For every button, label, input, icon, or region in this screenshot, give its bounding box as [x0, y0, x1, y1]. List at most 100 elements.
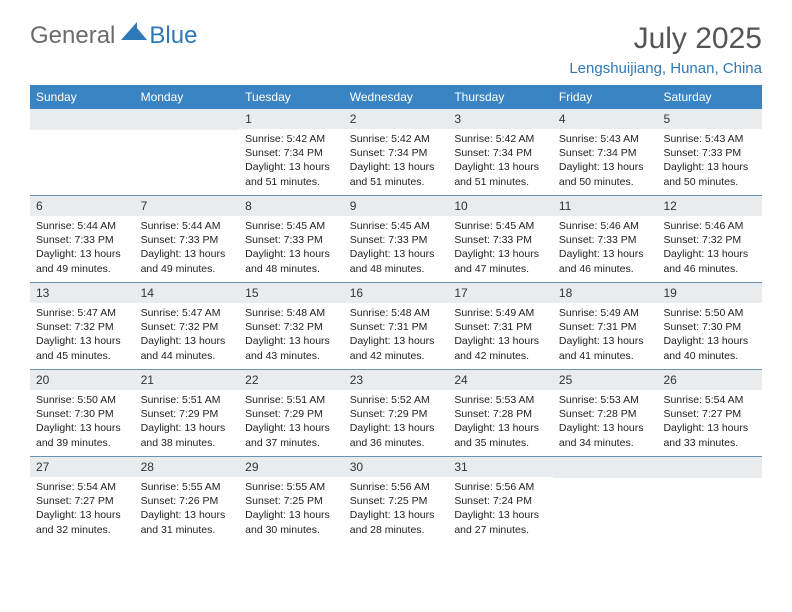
- day-details: Sunrise: 5:56 AMSunset: 7:24 PMDaylight:…: [448, 477, 553, 541]
- day-details: [657, 478, 762, 538]
- day-cell: 5Sunrise: 5:43 AMSunset: 7:33 PMDaylight…: [657, 109, 762, 195]
- day-cell: 11Sunrise: 5:46 AMSunset: 7:33 PMDayligh…: [553, 196, 658, 282]
- day-details: Sunrise: 5:48 AMSunset: 7:32 PMDaylight:…: [239, 303, 344, 367]
- day-details: Sunrise: 5:51 AMSunset: 7:29 PMDaylight:…: [239, 390, 344, 454]
- day-details: Sunrise: 5:53 AMSunset: 7:28 PMDaylight:…: [553, 390, 658, 454]
- day-details: Sunrise: 5:49 AMSunset: 7:31 PMDaylight:…: [553, 303, 658, 367]
- day-number: 21: [135, 370, 240, 390]
- page-title: July 2025: [569, 22, 762, 56]
- day-details: Sunrise: 5:55 AMSunset: 7:25 PMDaylight:…: [239, 477, 344, 541]
- day-details: Sunrise: 5:42 AMSunset: 7:34 PMDaylight:…: [448, 129, 553, 193]
- location-subtitle: Lengshuijiang, Hunan, China: [569, 60, 762, 77]
- logo-text-blue: Blue: [149, 22, 197, 50]
- logo-text-general: General: [30, 22, 115, 50]
- day-details: Sunrise: 5:42 AMSunset: 7:34 PMDaylight:…: [344, 129, 449, 193]
- day-cell: 17Sunrise: 5:49 AMSunset: 7:31 PMDayligh…: [448, 283, 553, 369]
- day-details: Sunrise: 5:50 AMSunset: 7:30 PMDaylight:…: [30, 390, 135, 454]
- day-details: Sunrise: 5:52 AMSunset: 7:29 PMDaylight:…: [344, 390, 449, 454]
- day-number: 15: [239, 283, 344, 303]
- day-number: 16: [344, 283, 449, 303]
- day-cell-empty: [30, 109, 135, 195]
- day-number: [30, 109, 135, 130]
- day-cell-empty: [657, 457, 762, 543]
- day-cell: 25Sunrise: 5:53 AMSunset: 7:28 PMDayligh…: [553, 370, 658, 456]
- weekday-header: Tuesday: [239, 85, 344, 109]
- day-cell: 1Sunrise: 5:42 AMSunset: 7:34 PMDaylight…: [239, 109, 344, 195]
- day-number: 18: [553, 283, 658, 303]
- day-cell: 22Sunrise: 5:51 AMSunset: 7:29 PMDayligh…: [239, 370, 344, 456]
- day-details: Sunrise: 5:45 AMSunset: 7:33 PMDaylight:…: [239, 216, 344, 280]
- day-details: Sunrise: 5:46 AMSunset: 7:32 PMDaylight:…: [657, 216, 762, 280]
- weekday-header: Saturday: [657, 85, 762, 109]
- day-number: [135, 109, 240, 130]
- day-cell: 26Sunrise: 5:54 AMSunset: 7:27 PMDayligh…: [657, 370, 762, 456]
- day-number: 11: [553, 196, 658, 216]
- day-number: 7: [135, 196, 240, 216]
- week-row: 13Sunrise: 5:47 AMSunset: 7:32 PMDayligh…: [30, 282, 762, 369]
- day-cell: 24Sunrise: 5:53 AMSunset: 7:28 PMDayligh…: [448, 370, 553, 456]
- day-cell: 18Sunrise: 5:49 AMSunset: 7:31 PMDayligh…: [553, 283, 658, 369]
- day-number: 26: [657, 370, 762, 390]
- day-details: Sunrise: 5:47 AMSunset: 7:32 PMDaylight:…: [30, 303, 135, 367]
- day-cell: 7Sunrise: 5:44 AMSunset: 7:33 PMDaylight…: [135, 196, 240, 282]
- week-row: 6Sunrise: 5:44 AMSunset: 7:33 PMDaylight…: [30, 195, 762, 282]
- week-row: 1Sunrise: 5:42 AMSunset: 7:34 PMDaylight…: [30, 109, 762, 195]
- day-cell: 6Sunrise: 5:44 AMSunset: 7:33 PMDaylight…: [30, 196, 135, 282]
- day-cell: 31Sunrise: 5:56 AMSunset: 7:24 PMDayligh…: [448, 457, 553, 543]
- day-number: 10: [448, 196, 553, 216]
- day-details: Sunrise: 5:46 AMSunset: 7:33 PMDaylight:…: [553, 216, 658, 280]
- day-number: 13: [30, 283, 135, 303]
- day-number: 29: [239, 457, 344, 477]
- weeks-container: 1Sunrise: 5:42 AMSunset: 7:34 PMDaylight…: [30, 109, 762, 543]
- day-number: 24: [448, 370, 553, 390]
- day-details: Sunrise: 5:44 AMSunset: 7:33 PMDaylight:…: [30, 216, 135, 280]
- day-number: 17: [448, 283, 553, 303]
- day-cell: 12Sunrise: 5:46 AMSunset: 7:32 PMDayligh…: [657, 196, 762, 282]
- day-cell: 27Sunrise: 5:54 AMSunset: 7:27 PMDayligh…: [30, 457, 135, 543]
- day-cell: 10Sunrise: 5:45 AMSunset: 7:33 PMDayligh…: [448, 196, 553, 282]
- logo-triangle-icon: [121, 22, 147, 45]
- day-cell: 2Sunrise: 5:42 AMSunset: 7:34 PMDaylight…: [344, 109, 449, 195]
- day-cell: 28Sunrise: 5:55 AMSunset: 7:26 PMDayligh…: [135, 457, 240, 543]
- day-number: 14: [135, 283, 240, 303]
- week-row: 27Sunrise: 5:54 AMSunset: 7:27 PMDayligh…: [30, 456, 762, 543]
- day-number: 20: [30, 370, 135, 390]
- day-number: 19: [657, 283, 762, 303]
- day-cell: 14Sunrise: 5:47 AMSunset: 7:32 PMDayligh…: [135, 283, 240, 369]
- day-cell: 9Sunrise: 5:45 AMSunset: 7:33 PMDaylight…: [344, 196, 449, 282]
- day-number: 1: [239, 109, 344, 129]
- day-cell: 3Sunrise: 5:42 AMSunset: 7:34 PMDaylight…: [448, 109, 553, 195]
- day-number: 23: [344, 370, 449, 390]
- day-number: 2: [344, 109, 449, 129]
- day-number: 6: [30, 196, 135, 216]
- weekday-header: Sunday: [30, 85, 135, 109]
- weekday-header-row: SundayMondayTuesdayWednesdayThursdayFrid…: [30, 85, 762, 109]
- day-details: Sunrise: 5:55 AMSunset: 7:26 PMDaylight:…: [135, 477, 240, 541]
- day-number: 4: [553, 109, 658, 129]
- week-row: 20Sunrise: 5:50 AMSunset: 7:30 PMDayligh…: [30, 369, 762, 456]
- day-cell: 20Sunrise: 5:50 AMSunset: 7:30 PMDayligh…: [30, 370, 135, 456]
- day-cell: 16Sunrise: 5:48 AMSunset: 7:31 PMDayligh…: [344, 283, 449, 369]
- weekday-header: Friday: [553, 85, 658, 109]
- header: General Blue July 2025 Lengshuijiang, Hu…: [30, 22, 762, 77]
- day-number: 12: [657, 196, 762, 216]
- day-details: Sunrise: 5:43 AMSunset: 7:34 PMDaylight:…: [553, 129, 658, 193]
- day-number: 3: [448, 109, 553, 129]
- day-number: 30: [344, 457, 449, 477]
- day-details: Sunrise: 5:44 AMSunset: 7:33 PMDaylight:…: [135, 216, 240, 280]
- title-block: July 2025 Lengshuijiang, Hunan, China: [569, 22, 762, 77]
- day-details: [30, 130, 135, 190]
- day-number: 27: [30, 457, 135, 477]
- day-number: 31: [448, 457, 553, 477]
- day-cell-empty: [553, 457, 658, 543]
- day-cell: 29Sunrise: 5:55 AMSunset: 7:25 PMDayligh…: [239, 457, 344, 543]
- day-details: Sunrise: 5:43 AMSunset: 7:33 PMDaylight:…: [657, 129, 762, 193]
- day-number: 8: [239, 196, 344, 216]
- day-number: 9: [344, 196, 449, 216]
- day-details: Sunrise: 5:42 AMSunset: 7:34 PMDaylight:…: [239, 129, 344, 193]
- day-cell: 8Sunrise: 5:45 AMSunset: 7:33 PMDaylight…: [239, 196, 344, 282]
- calendar-page: General Blue July 2025 Lengshuijiang, Hu…: [0, 0, 792, 543]
- weekday-header: Monday: [135, 85, 240, 109]
- day-number: [553, 457, 658, 478]
- day-cell: 23Sunrise: 5:52 AMSunset: 7:29 PMDayligh…: [344, 370, 449, 456]
